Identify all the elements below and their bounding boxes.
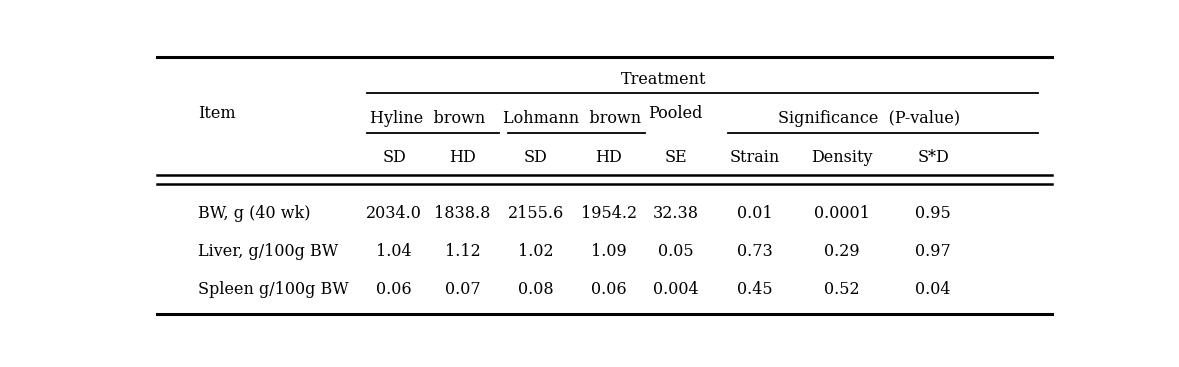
Text: 0.52: 0.52 — [824, 281, 859, 298]
Text: 0.07: 0.07 — [444, 281, 480, 298]
Text: 32.38: 32.38 — [652, 205, 698, 222]
Text: Pooled: Pooled — [648, 105, 703, 122]
Text: 0.45: 0.45 — [737, 281, 772, 298]
Text: 1.02: 1.02 — [518, 243, 553, 260]
Text: 0.73: 0.73 — [737, 243, 773, 260]
Text: 0.0001: 0.0001 — [814, 205, 870, 222]
Text: Significance  (P-value): Significance (P-value) — [778, 110, 960, 127]
Text: HD: HD — [595, 149, 623, 166]
Text: Lohmann  brown: Lohmann brown — [503, 110, 641, 127]
Text: SD: SD — [523, 149, 547, 166]
Text: 0.95: 0.95 — [915, 205, 951, 222]
Text: S*D: S*D — [917, 149, 949, 166]
Text: SE: SE — [664, 149, 687, 166]
Text: Spleen g/100g BW: Spleen g/100g BW — [198, 281, 348, 298]
Text: Strain: Strain — [730, 149, 780, 166]
Text: 2034.0: 2034.0 — [367, 205, 422, 222]
Text: 0.97: 0.97 — [915, 243, 951, 260]
Text: HD: HD — [449, 149, 476, 166]
Text: BW, g (40 wk): BW, g (40 wk) — [198, 205, 310, 222]
Text: 0.04: 0.04 — [915, 281, 951, 298]
Text: Hyline  brown: Hyline brown — [370, 110, 486, 127]
Text: 0.06: 0.06 — [591, 281, 626, 298]
Text: 0.08: 0.08 — [518, 281, 553, 298]
Text: SD: SD — [382, 149, 406, 166]
Text: 0.004: 0.004 — [653, 281, 698, 298]
Text: 0.05: 0.05 — [658, 243, 693, 260]
Text: 1838.8: 1838.8 — [434, 205, 490, 222]
Text: Treatment: Treatment — [621, 71, 706, 88]
Text: 1.12: 1.12 — [444, 243, 481, 260]
Text: 0.06: 0.06 — [376, 281, 411, 298]
Text: 1.04: 1.04 — [376, 243, 411, 260]
Text: 1.09: 1.09 — [591, 243, 627, 260]
Text: Density: Density — [811, 149, 872, 166]
Text: Liver, g/100g BW: Liver, g/100g BW — [198, 243, 338, 260]
Text: 2155.6: 2155.6 — [508, 205, 564, 222]
Text: 1954.2: 1954.2 — [581, 205, 637, 222]
Text: 0.01: 0.01 — [737, 205, 772, 222]
Text: Item: Item — [198, 105, 236, 122]
Text: 0.29: 0.29 — [824, 243, 859, 260]
